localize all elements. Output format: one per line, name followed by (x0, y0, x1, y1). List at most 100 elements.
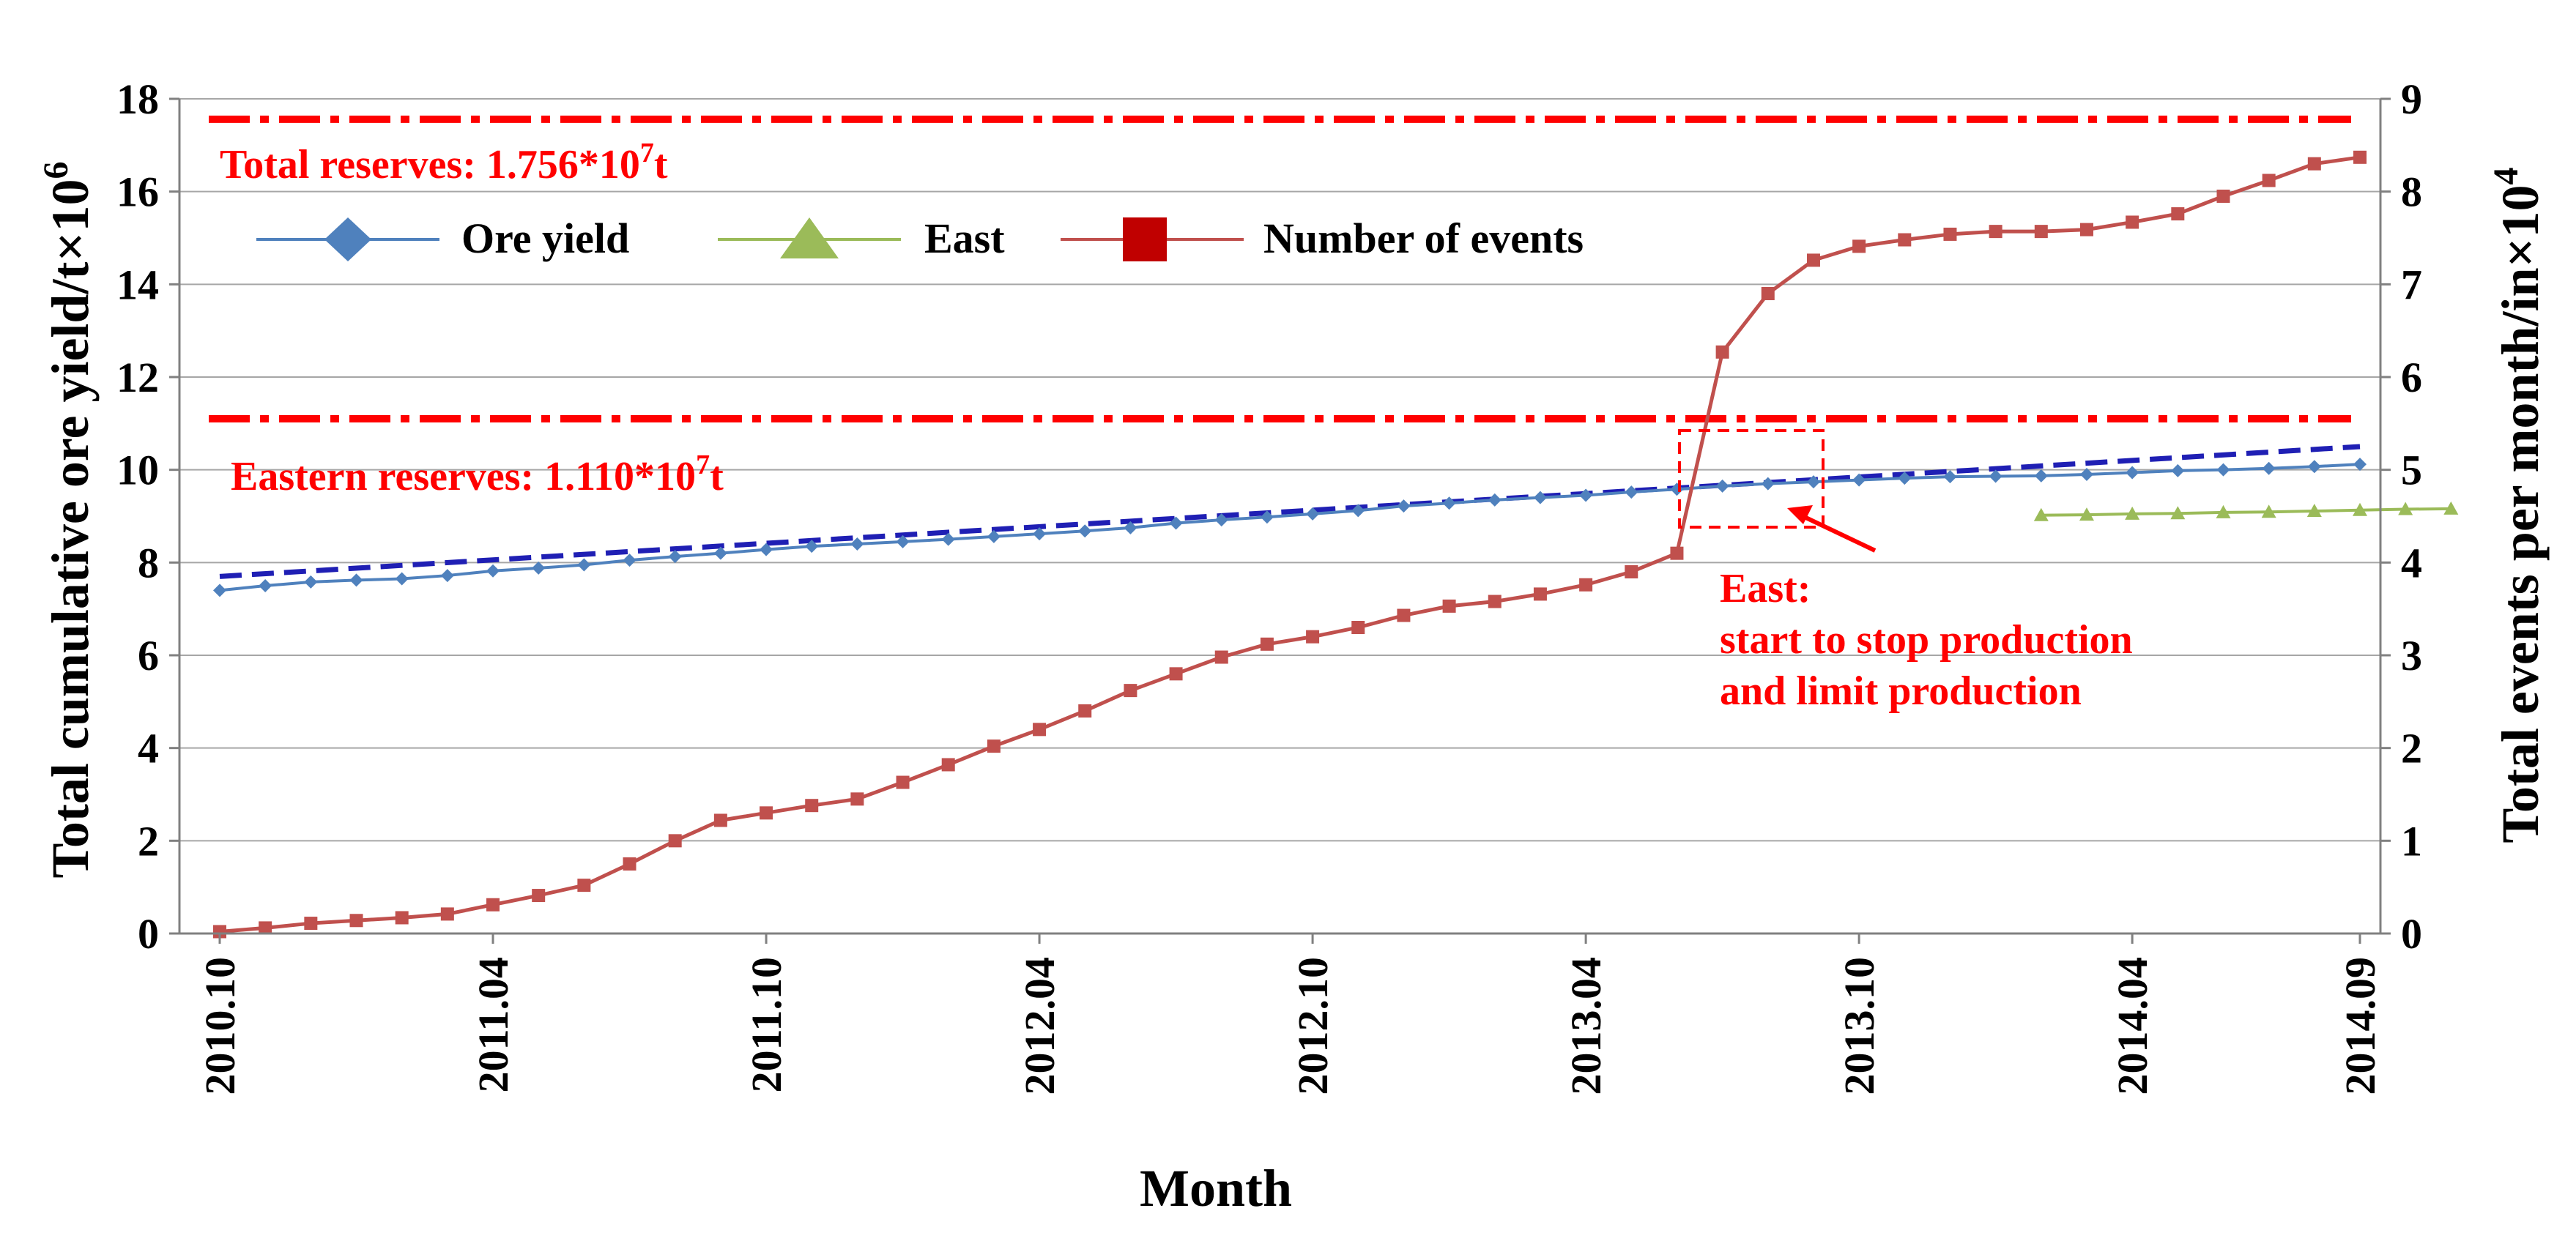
y2-tick-label: 4 (2401, 539, 2422, 586)
trend-line (219, 444, 2361, 579)
data-point (1670, 546, 1684, 560)
x-tick-label: 2010.10 (196, 957, 244, 1095)
series-line (2041, 507, 2451, 517)
data-point (1214, 513, 1228, 527)
data-point (1306, 507, 1320, 521)
y-tick-label: 2 (138, 817, 159, 865)
data-point (1989, 469, 2002, 483)
series-east (2033, 501, 2459, 521)
data-point (713, 546, 727, 560)
data-point (486, 564, 500, 578)
data-point (760, 806, 773, 820)
data-point (805, 540, 819, 554)
data-point (304, 575, 318, 589)
data-point (1169, 667, 1183, 681)
data-point (1989, 225, 2002, 239)
annotation-line-1: East: (1720, 566, 1811, 611)
x-tick-label: 2012.04 (1016, 957, 1064, 1095)
data-point (1715, 345, 1729, 359)
x-tick-label: 2013.04 (1562, 957, 1610, 1095)
x-tick-label: 2014.09 (2336, 957, 2384, 1095)
legend-events-marker (1123, 217, 1167, 261)
data-point (760, 543, 773, 556)
y-tick-label: 0 (138, 910, 159, 958)
data-point (2443, 501, 2459, 515)
data-point (1579, 488, 1593, 502)
data-point (1214, 650, 1228, 664)
y-tick-label: 8 (138, 539, 159, 586)
data-point (2079, 507, 2094, 521)
total-reserves-label: Total reserves: 1.756*107t (220, 138, 668, 187)
legend: Ore yield East Number of events (256, 215, 1584, 262)
data-point (2398, 502, 2413, 515)
data-point (2353, 458, 2367, 472)
y2-axis-title: Total events per month/in×104 (2487, 167, 2550, 843)
x-tick-label: 2014.04 (2109, 957, 2156, 1095)
data-point (577, 558, 591, 572)
data-point (805, 799, 819, 813)
data-point (2033, 507, 2049, 521)
data-point (2307, 460, 2321, 474)
data-point (1625, 565, 1638, 578)
annotation-line-2: start to stop production (1720, 617, 2133, 663)
data-point (2170, 506, 2186, 520)
data-point (2171, 463, 2185, 477)
data-point (1442, 496, 1456, 510)
data-point (1351, 504, 1365, 518)
legend-ore-yield-marker (324, 217, 371, 261)
data-point (941, 532, 955, 546)
data-point (850, 792, 864, 806)
series-group (213, 150, 2459, 939)
y2-tick-label: 9 (2401, 75, 2422, 123)
data-point (486, 898, 500, 912)
y2-tick-label: 8 (2401, 168, 2422, 216)
data-point (1124, 684, 1137, 698)
data-point (1715, 479, 1729, 493)
data-point (668, 550, 682, 564)
data-point (2262, 174, 2276, 187)
axes (169, 97, 2391, 944)
y-tick-label: 6 (138, 632, 159, 679)
data-point (850, 537, 864, 551)
gridlines (179, 98, 2380, 842)
data-point (987, 529, 1001, 543)
data-point (1533, 491, 1547, 504)
data-point (623, 857, 636, 871)
data-point (2125, 506, 2140, 520)
data-point (1852, 473, 1866, 487)
data-point (1488, 595, 1502, 608)
data-point (395, 911, 409, 925)
data-point (1806, 253, 1820, 267)
y-tick-label: 10 (116, 447, 159, 494)
data-point (1670, 482, 1684, 496)
data-point (1761, 477, 1775, 491)
data-point (1533, 587, 1547, 601)
data-point (896, 534, 910, 548)
data-point (1124, 521, 1137, 534)
data-point (987, 739, 1001, 753)
data-point (1761, 287, 1775, 300)
x-tick-label: 2011.10 (743, 957, 790, 1092)
data-point (577, 879, 591, 892)
data-point (1898, 233, 1912, 247)
data-point (896, 775, 910, 789)
data-point (1169, 516, 1183, 530)
data-point (2353, 150, 2367, 164)
data-point (941, 758, 955, 772)
data-point (532, 889, 546, 903)
data-point (2034, 225, 2048, 239)
data-point (1397, 608, 1411, 622)
y-tick-label: 16 (116, 168, 159, 216)
data-point (713, 813, 727, 827)
data-point (1625, 485, 1638, 499)
y-axis-title: Total cumulative ore yield/t×106 (37, 162, 100, 879)
x-tick-label: 2012.10 (1289, 957, 1337, 1095)
data-point (1033, 723, 1047, 737)
data-point (2262, 461, 2276, 475)
data-point (395, 572, 409, 586)
data-point (2261, 504, 2276, 518)
y-tick-label: 14 (116, 261, 159, 308)
data-point (2216, 190, 2230, 203)
annotation-arrow-head (1787, 505, 1813, 524)
